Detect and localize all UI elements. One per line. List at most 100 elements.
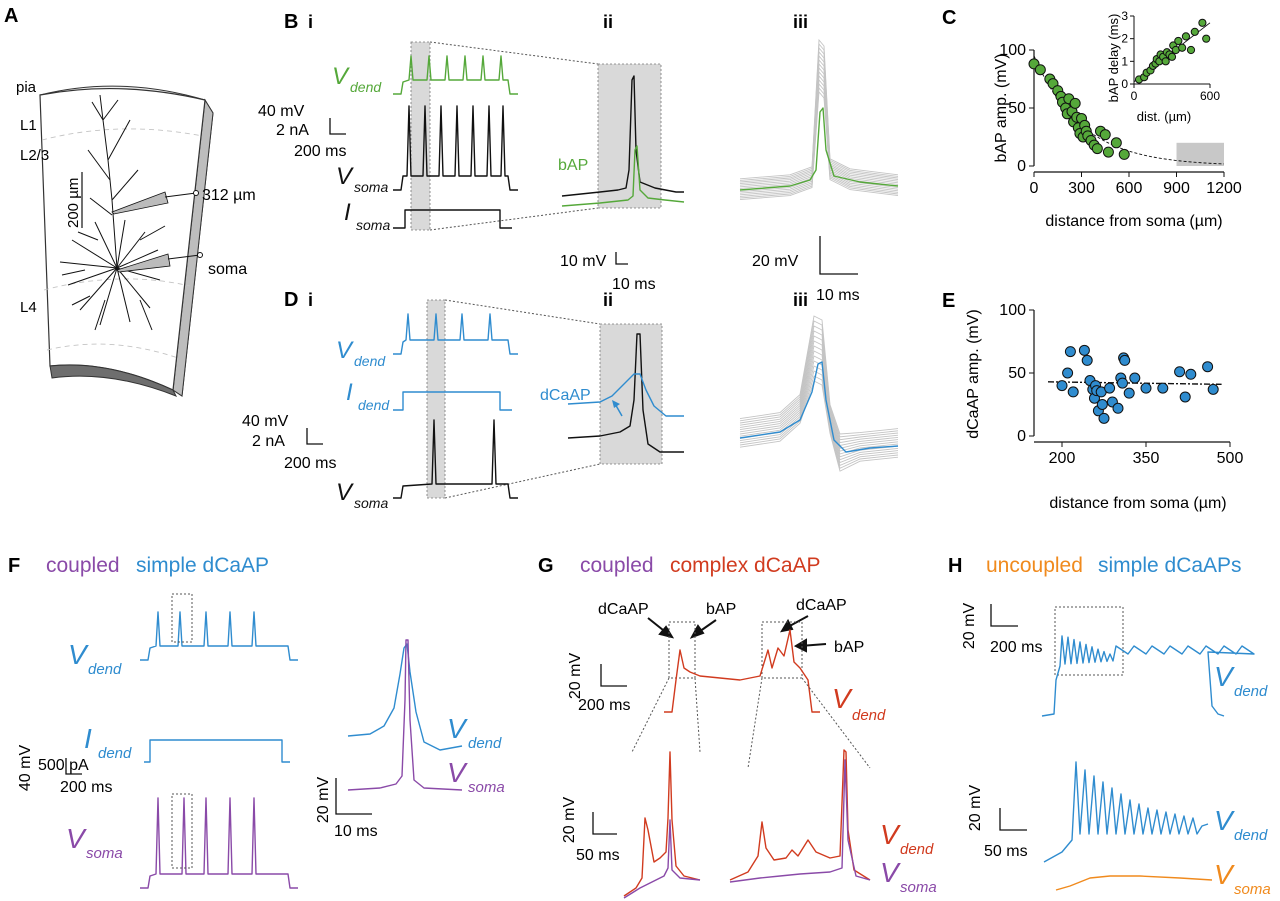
- c-y-tick-label: 100: [999, 42, 1026, 59]
- f-vsoma-trace: [140, 797, 298, 889]
- d-iii-grey-trace: [739, 325, 899, 441]
- e-point: [1207, 383, 1219, 395]
- d-vdend-trace: [393, 313, 518, 355]
- c-inset-point: [1178, 43, 1187, 52]
- g-vdend-sub: dend: [852, 707, 886, 724]
- e-y-tick-label: 100: [999, 302, 1026, 319]
- h-title-simple: simple dCaAPs: [1098, 554, 1242, 577]
- d-iii-grey-trace: [739, 345, 899, 452]
- f-inset-vdend-sub: dend: [468, 735, 502, 752]
- label-l1: L1: [20, 117, 37, 134]
- g-zoom-scale-ms: 50 ms: [576, 847, 620, 864]
- c-point: [1110, 137, 1122, 149]
- g-zoom-scale-mv: 20 mV: [561, 797, 578, 844]
- b-ii-scale-ms: 10 ms: [612, 276, 656, 293]
- d-iii-grey-trace: [739, 350, 899, 455]
- g-zoom1-dend-trace: [623, 751, 701, 897]
- d-iii-mean-trace: [739, 361, 899, 453]
- d-ii-soma-trace: [567, 333, 684, 453]
- d-iii-grey-trace: [739, 360, 899, 461]
- d-iii-grey-trace: [739, 375, 899, 469]
- d-vsoma-label: V: [336, 479, 354, 506]
- e-x-tick-label: 500: [1217, 450, 1244, 467]
- f-vdend-sub: dend: [88, 661, 122, 678]
- d-idend-sub: dend: [358, 397, 390, 413]
- panel-label-e: E: [942, 290, 955, 312]
- c-inset-point: [1174, 36, 1183, 46]
- c-x-tick-label: 300: [1068, 180, 1095, 197]
- c-point: [1102, 146, 1114, 158]
- d-iii-grey-trace: [739, 380, 899, 472]
- chart-c: 0 300 600 900 1200 0 50 100 0 1 2 3 0 600: [999, 9, 1242, 197]
- h-soma-trace: [1055, 875, 1213, 891]
- b-isoma-label: I: [344, 199, 351, 226]
- g-bap1-label: bAP: [706, 601, 736, 618]
- c-inset-y-tick-label: 1: [1121, 54, 1128, 68]
- h-vsoma-label: V: [1214, 859, 1235, 890]
- b-vdend-trace: [393, 55, 518, 95]
- f-vsoma-sub: soma: [86, 845, 123, 862]
- b-iii-mean-trace: [739, 107, 899, 191]
- f-scale-pa: 500 pA: [38, 757, 89, 774]
- f-vsoma-label: V: [66, 823, 87, 854]
- e-point: [1174, 366, 1186, 378]
- e-point: [1140, 382, 1152, 394]
- b-iii-grey-trace: [739, 62, 899, 189]
- c-inset-x-tick-label: 600: [1200, 89, 1220, 103]
- f-title-simple: simple dCaAP: [136, 554, 269, 577]
- c-inset-y-tick-label: 3: [1121, 9, 1128, 23]
- e-point: [1119, 354, 1131, 366]
- dendrite-electrode-icon: [111, 190, 199, 215]
- b-ii-scale-mv: 10 mV: [560, 253, 607, 270]
- g-scale-bar: [600, 664, 627, 687]
- b-ii-scale-bar: [615, 252, 628, 265]
- b-iii-grey-trace: [739, 74, 899, 194]
- c-xlabel: distance from soma (µm): [1045, 213, 1222, 230]
- c-x-tick-label: 900: [1163, 180, 1190, 197]
- cortical-slab-drawing: [39, 85, 214, 397]
- e-point: [1157, 382, 1169, 394]
- label-l23: L2/3: [20, 147, 49, 164]
- b-iii-grey-trace: [739, 50, 899, 185]
- e-xlabel: distance from soma (µm): [1049, 495, 1226, 512]
- d-ii-dend-trace: [567, 373, 684, 417]
- b-vdend-sub: dend: [350, 79, 382, 95]
- d-iii-grey-trace: [739, 315, 899, 435]
- b-iii-grey-trace: [739, 78, 899, 196]
- d-iii-grey-trace: [739, 340, 899, 449]
- b-iii-grey-trace: [739, 90, 899, 201]
- h-zoom-scale-bar: [999, 808, 1027, 831]
- h-zoom-scale-mv: 20 mV: [967, 785, 984, 832]
- b-vsoma-sub: soma: [354, 179, 388, 195]
- c-inset-xlabel: dist. (µm): [1137, 109, 1191, 124]
- c-inset-point: [1190, 27, 1199, 36]
- panel-label-b-i: i: [308, 12, 313, 32]
- label-312um: 312 µm: [202, 187, 256, 204]
- f-inset-scale-ms: 10 ms: [334, 823, 378, 840]
- e-point: [1078, 344, 1090, 356]
- e-point: [1098, 412, 1110, 424]
- f-idend-trace: [144, 739, 290, 763]
- e-point: [1096, 399, 1108, 410]
- c-point: [1034, 64, 1046, 76]
- e-point: [1064, 346, 1076, 358]
- g-zoom2-soma-trace: [729, 759, 871, 883]
- b-shaded-window: [410, 41, 431, 231]
- b-iii-scale-ms: 10 ms: [816, 287, 860, 304]
- e-point: [1129, 372, 1141, 384]
- b-iii-grey-trace: [739, 38, 899, 180]
- soma-electrode-icon: [116, 252, 203, 273]
- g-vdend-label: V: [832, 683, 853, 714]
- c-x-tick-label: 600: [1116, 180, 1143, 197]
- e-y-tick-label: 50: [1008, 365, 1026, 382]
- c-inset-point: [1167, 52, 1177, 61]
- f-scale-bar: [65, 758, 82, 775]
- panel-label-a: A: [4, 5, 18, 27]
- e-point: [1123, 387, 1135, 399]
- b-iii-grey-traces: [739, 38, 899, 201]
- e-ylabel: dCaAP amp. (mV): [965, 309, 982, 439]
- c-inset-y-tick-label: 0: [1121, 77, 1128, 91]
- panel-label-d-i: i: [308, 290, 313, 310]
- panel-label-b-iii: iii: [793, 12, 808, 32]
- f-idend-sub: dend: [98, 745, 132, 762]
